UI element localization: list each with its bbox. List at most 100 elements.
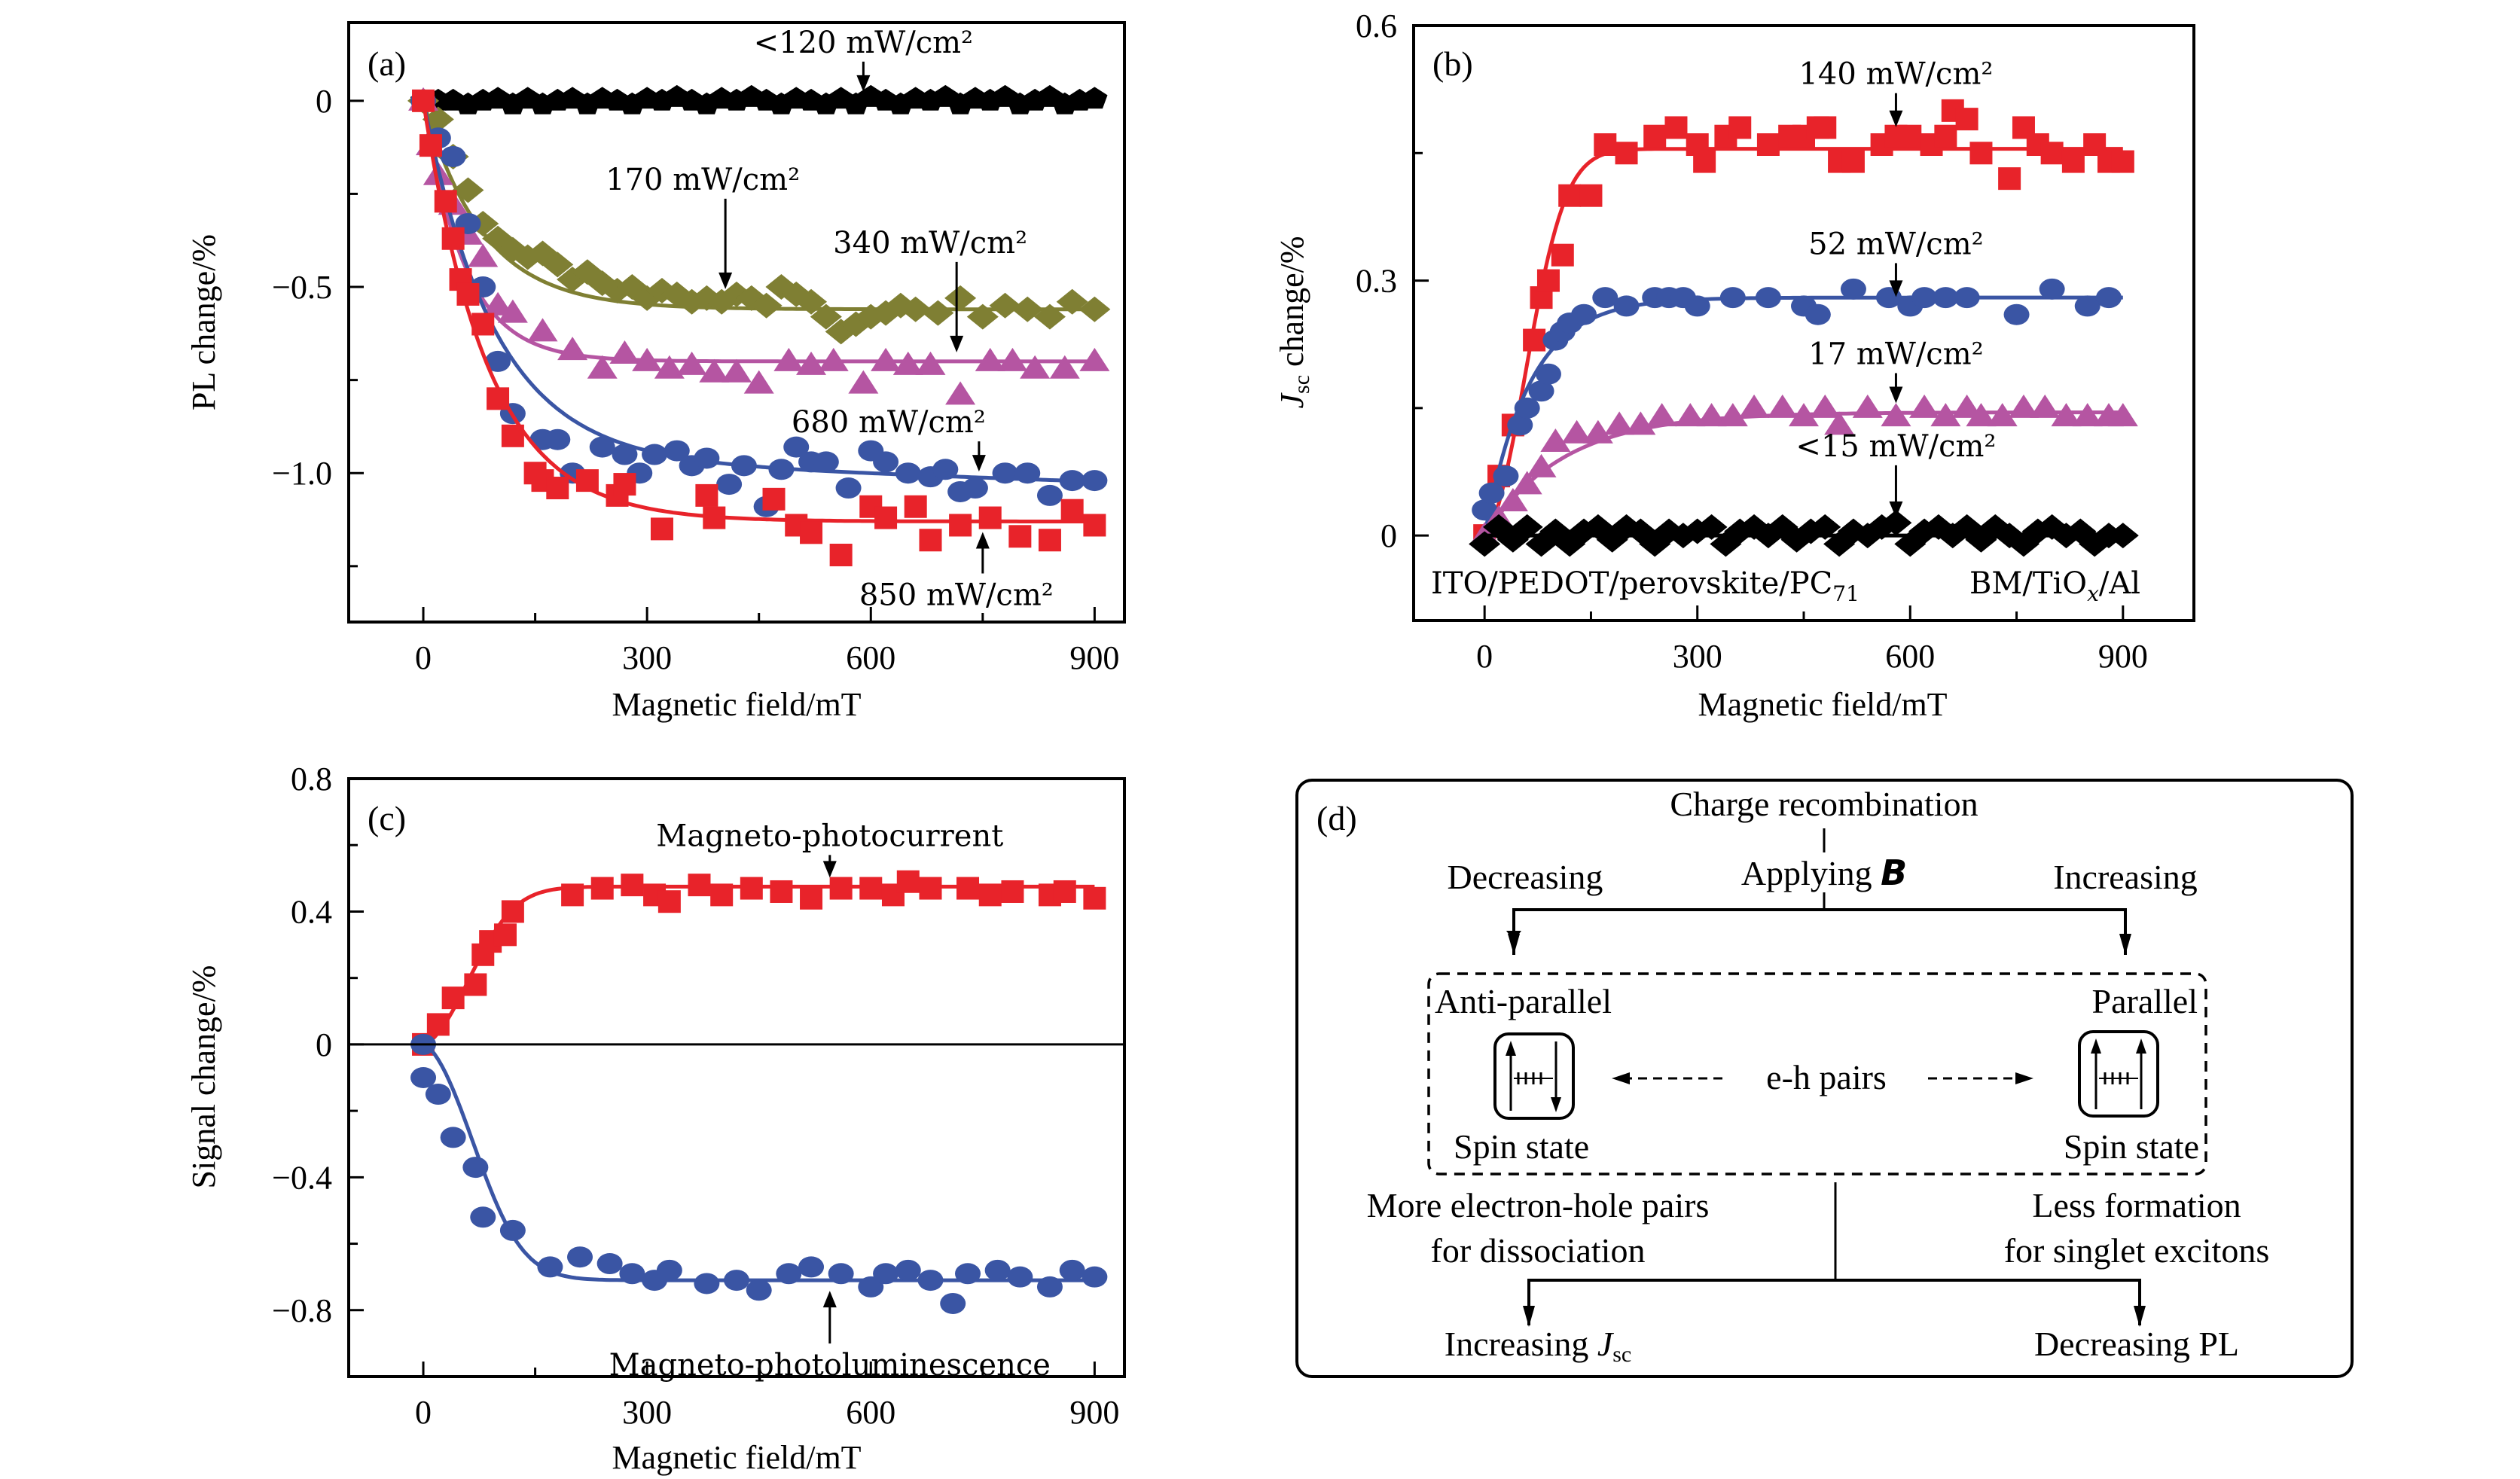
panel-c-x-axis-title: Magnetic field/mT [612, 1439, 861, 1476]
data-point [904, 495, 927, 518]
data-point [426, 1013, 450, 1036]
data-point [419, 134, 442, 157]
data-point [664, 440, 690, 462]
annotation-label: 170 mW/cm² [606, 163, 800, 197]
annotation-arrowhead [950, 335, 964, 352]
y-tick-label: 0.6 [1356, 8, 1397, 44]
data-point [740, 877, 763, 900]
data-point [828, 1263, 854, 1285]
data-point [1880, 510, 1912, 536]
panel-b-y-title-rest: change/% [1274, 236, 1310, 375]
data-point [710, 883, 734, 907]
data-point [722, 358, 752, 383]
x-tick-label: 900 [1069, 1394, 1119, 1431]
fit-line [1483, 147, 2123, 537]
increasing-label: Increasing [2053, 858, 2198, 896]
data-point [978, 506, 1002, 529]
data-point [1551, 243, 1574, 267]
annotation-arrowhead [972, 455, 986, 472]
data-point [1535, 363, 1561, 385]
right-spin-state-label: Spin state [2064, 1127, 2199, 1166]
data-point [483, 291, 514, 316]
data-point [1911, 287, 1938, 309]
data-point [1969, 142, 1993, 165]
data-point [590, 877, 614, 900]
left-effect-line-1: More electron-hole pairs [1367, 1186, 1710, 1224]
data-point [762, 487, 786, 511]
data-point [1060, 499, 1084, 522]
data-point [813, 451, 839, 473]
data-point [1007, 1266, 1033, 1288]
data-point [899, 296, 932, 322]
series-680-mw-cm- [410, 90, 1108, 517]
y-tick-label: −0.8 [272, 1292, 332, 1329]
data-point [859, 877, 883, 900]
data-point [1824, 411, 1855, 435]
data-point [922, 300, 954, 326]
right-effect-line-2: for singlet excitons [2004, 1231, 2270, 1270]
data-point [456, 282, 480, 306]
annotation-arrowhead [1889, 501, 1903, 518]
panel-a-plot-area: 0 300 600 900 0 −0.5 −1.0 <120 mW/cm² 170 mW/cm²… [272, 21, 1126, 676]
data-point [657, 890, 681, 913]
annotation-label: 340 mW/cm² [833, 226, 1027, 261]
x-tick-label: 300 [622, 1394, 672, 1431]
annotation-label: Magneto-photoluminescence [609, 1348, 1051, 1383]
data-point [858, 1276, 884, 1298]
data-point [452, 177, 484, 203]
data-point [1536, 269, 1560, 292]
y-tick-label: −0.4 [272, 1159, 332, 1196]
series--120-mw-cm- [410, 84, 1108, 114]
panel-c-label: (c) [368, 799, 406, 837]
data-point [1571, 303, 1597, 325]
data-point [919, 529, 942, 552]
data-point [1625, 411, 1656, 435]
data-point [1033, 303, 1066, 330]
annotation-label: 850 mW/cm² [859, 578, 1054, 613]
data-point [743, 370, 774, 394]
data-point [1695, 514, 1728, 540]
data-point [462, 1157, 489, 1179]
data-point [575, 469, 599, 492]
data-point [848, 370, 879, 394]
annotation-label: <120 mW/cm² [754, 26, 973, 60]
arrow-to-decreasing-pl [2134, 1306, 2146, 1327]
data-point [1514, 397, 1540, 419]
data-point [695, 483, 718, 507]
data-point [992, 462, 1018, 484]
data-point [1523, 328, 1546, 352]
jsc-symbol: J [1597, 1325, 1615, 1363]
data-point [542, 252, 574, 278]
data-point [795, 288, 828, 315]
data-point [750, 292, 783, 319]
plot-frame [347, 777, 1126, 1378]
data-point [703, 506, 726, 529]
jsc-subscript: sc [1612, 1342, 1631, 1367]
data-point [545, 428, 571, 450]
series-170-mw-cm- [407, 87, 1111, 345]
data-point [940, 1292, 966, 1314]
panel-a-chart: 0 300 600 900 0 −0.5 −1.0 <120 mW/cm² 170 mW/cm²… [185, 21, 1126, 723]
spin-states-dashed-box [1427, 972, 2207, 1176]
data-point [1728, 116, 1752, 139]
annotation-arrowhead [975, 532, 990, 549]
data-point [1558, 184, 1582, 207]
annotation-label: 680 mW/cm² [792, 405, 986, 440]
result-split-line [1527, 1279, 2141, 1325]
data-point [546, 477, 569, 500]
data-point [1840, 278, 1866, 300]
panel-a-x-axis-title: Magnetic field/mT [612, 686, 861, 723]
series-17-mw-cm- [1469, 394, 2138, 546]
decreasing-pl-label: Decreasing PL [2034, 1325, 2239, 1363]
b-field-symbol: B [1881, 852, 1907, 893]
data-point [1497, 488, 1528, 511]
data-point [567, 1246, 593, 1268]
data-point [997, 347, 1028, 371]
series-magneto-photoluminescence [410, 1033, 1108, 1314]
data-point [1082, 470, 1108, 492]
data-point [440, 145, 466, 167]
y-tick-label: −0.5 [272, 269, 332, 306]
x-tick-label: 0 [1476, 638, 1493, 675]
data-point [1613, 295, 1640, 317]
panel-b-plot-area: 0 300 600 900 0 0.3 0.6 140 mW/cm² 52 mW/cm² 17 m… [1356, 8, 2195, 675]
